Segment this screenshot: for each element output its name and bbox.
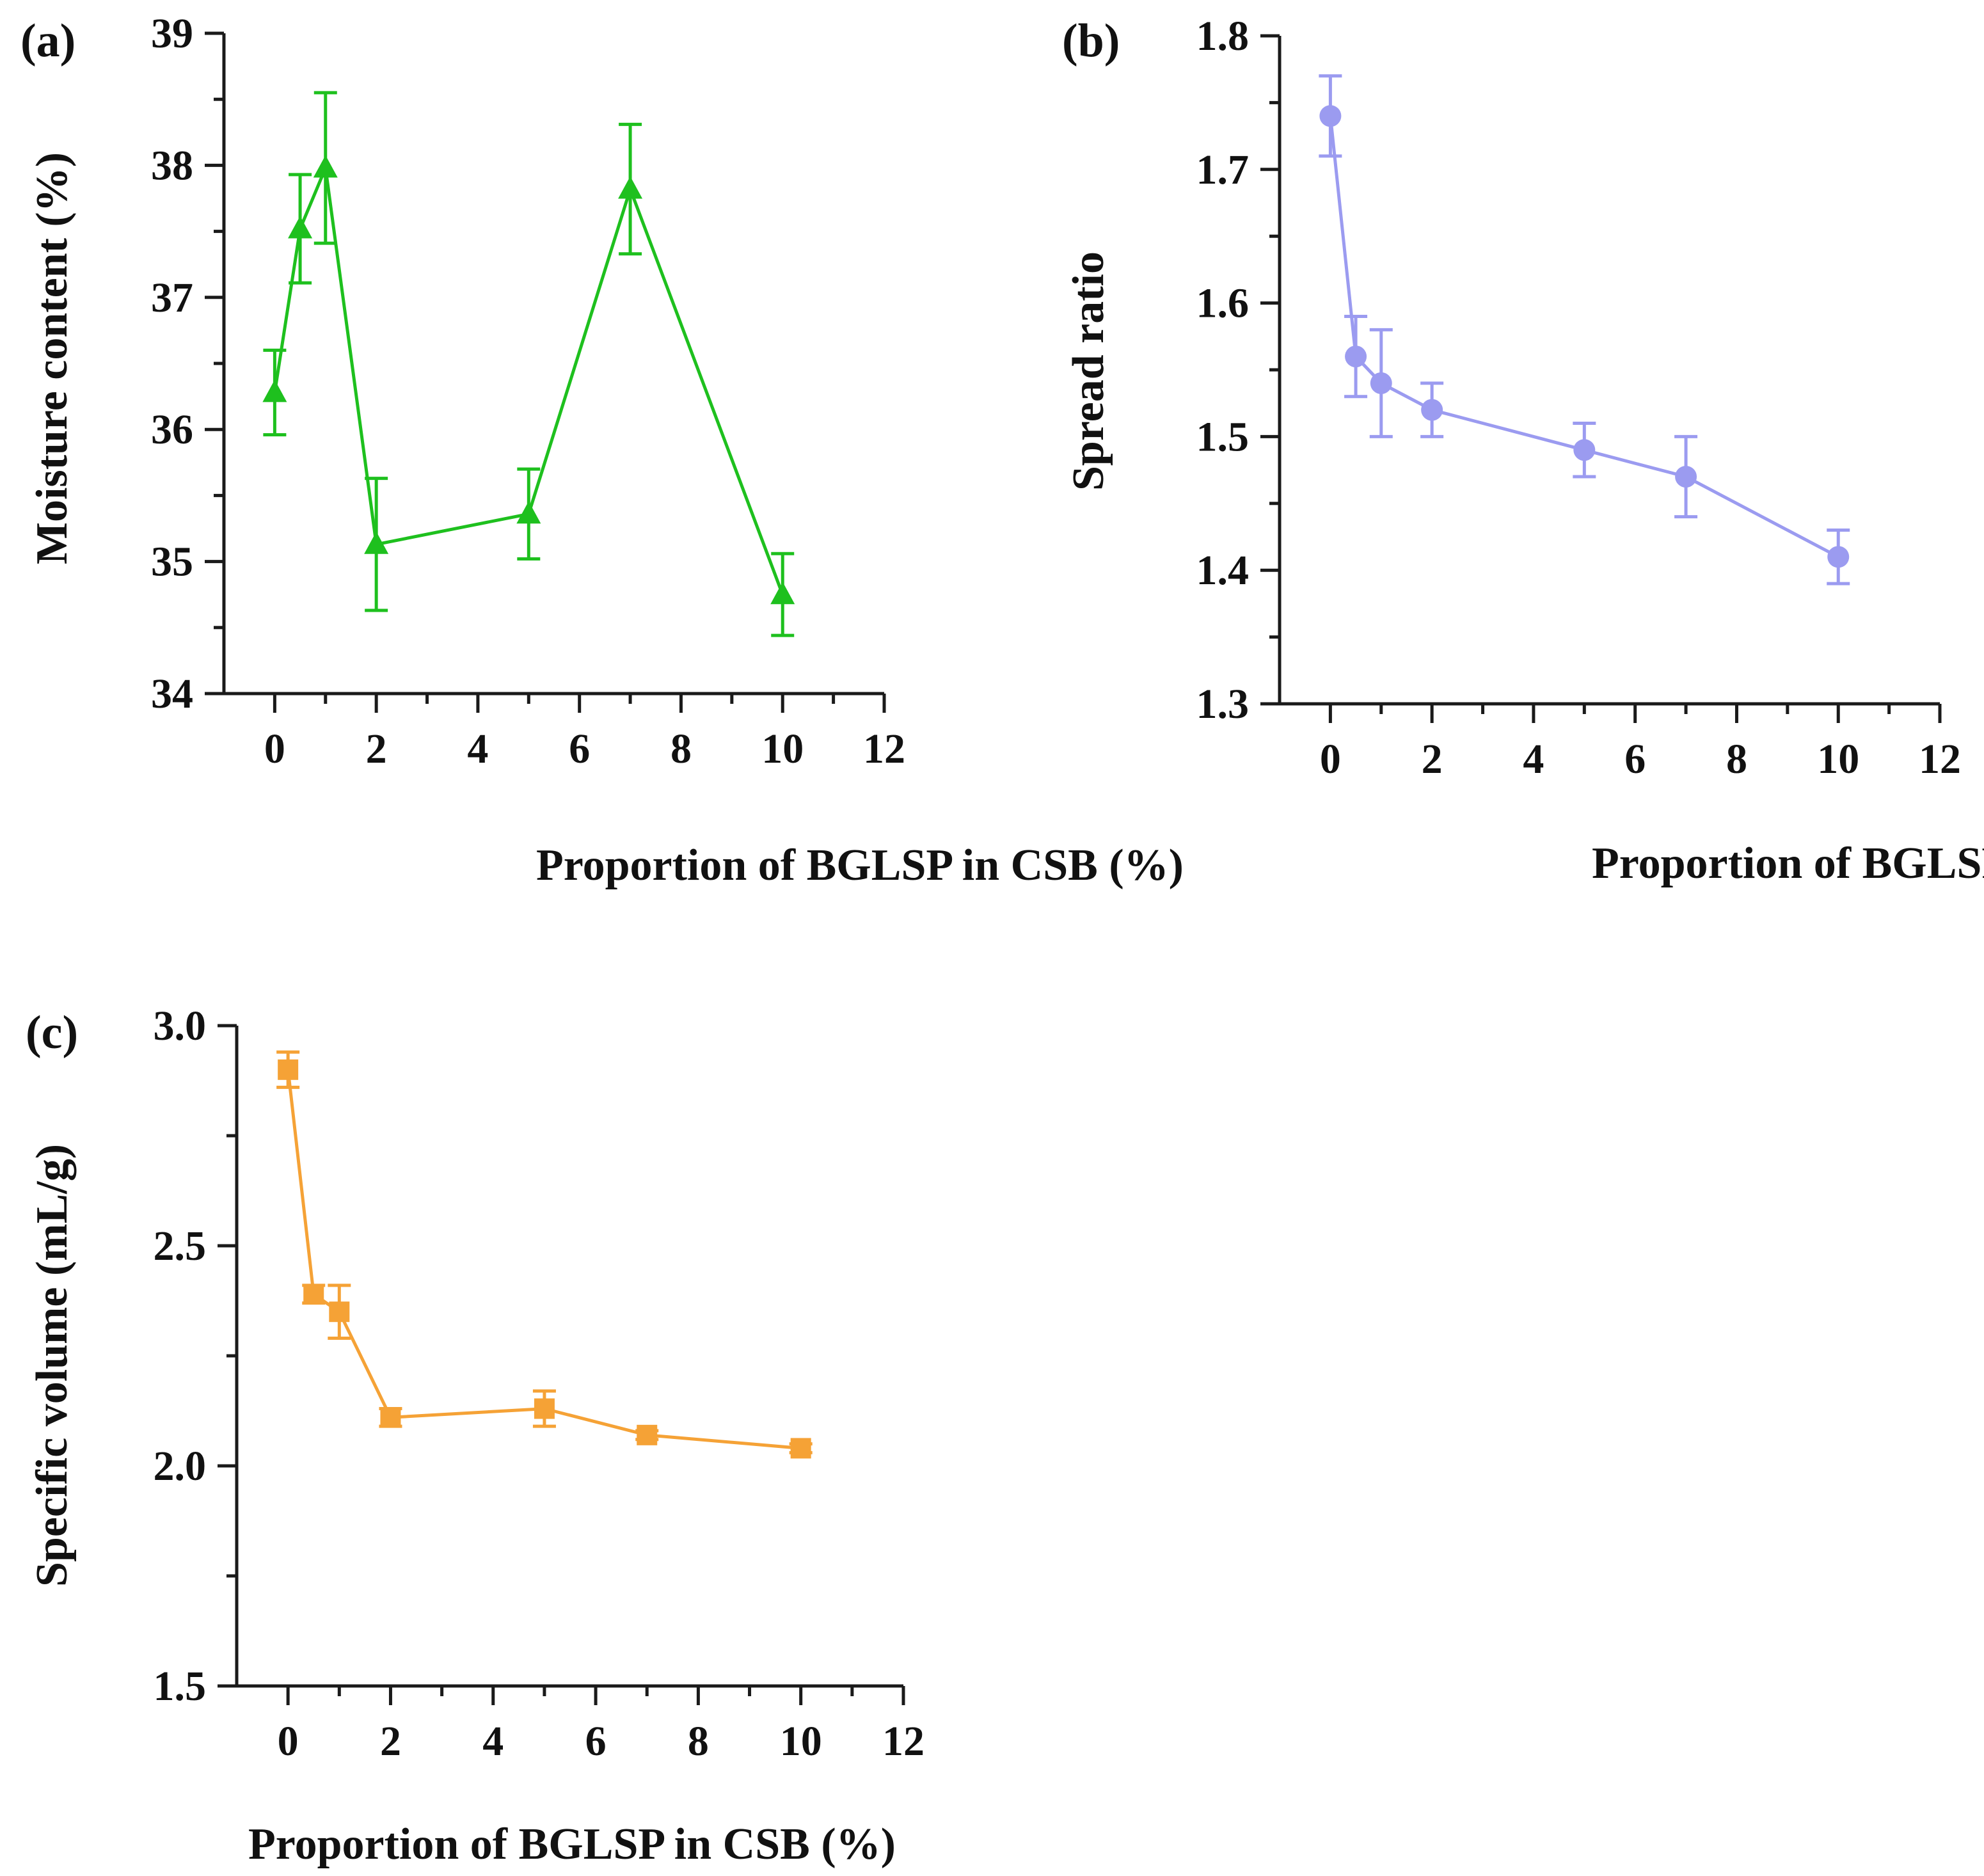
x-tick-label: 0: [1320, 736, 1341, 783]
data-point: [262, 379, 287, 402]
y-tick-label: 1.7: [1196, 147, 1250, 193]
y-tick-label: 1.3: [1196, 681, 1250, 727]
chart-panel-c: Proportion of BGLSP in CSB (%) Specific …: [28, 1003, 925, 1869]
data-point: [1345, 346, 1367, 368]
x-axis-title-b: Proportion of BGLSP in CSB (%): [1592, 839, 1984, 888]
x-tick-label: 10: [780, 1718, 822, 1765]
y-tick-label: 36: [151, 406, 193, 453]
x-tick-label: 4: [467, 726, 488, 772]
y-tick-label: 1.6: [1196, 280, 1250, 327]
y-tick-label: 1.5: [1196, 413, 1250, 460]
y-tick-label: 39: [151, 10, 193, 57]
x-tick-label: 4: [1523, 736, 1544, 783]
data-point: [303, 1284, 324, 1305]
x-tick-label: 0: [278, 1718, 299, 1765]
data-point: [516, 501, 541, 524]
x-tick-label: 8: [688, 1718, 709, 1765]
x-tick-label: 8: [671, 726, 692, 772]
y-tick-label: 2.0: [154, 1443, 207, 1490]
data-point: [1573, 439, 1596, 461]
y-tick-label: 2.5: [154, 1223, 207, 1269]
x-tick-label: 12: [882, 1718, 925, 1765]
data-point: [380, 1407, 401, 1428]
y-tick-label: 1.5: [154, 1663, 207, 1710]
x-tick-label: 2: [366, 726, 387, 772]
x-tick-label: 12: [863, 726, 905, 772]
y-tick-label: 38: [151, 142, 193, 189]
data-point: [770, 582, 795, 605]
x-tick-label: 2: [380, 1718, 401, 1765]
x-tick-label: 0: [264, 726, 285, 772]
data-point: [278, 1059, 299, 1080]
data-point: [364, 531, 389, 554]
data-point: [313, 155, 338, 178]
x-tick-label: 6: [1624, 736, 1646, 783]
x-tick-label: 6: [585, 1718, 607, 1765]
data-point: [329, 1301, 350, 1323]
data-point: [790, 1438, 811, 1459]
y-tick-label: 37: [151, 274, 193, 321]
y-axis-title-a: Moisture content (%): [28, 152, 77, 564]
data-point: [1370, 372, 1392, 394]
x-axis-title-c: Proportion of BGLSP in CSB (%): [248, 1820, 896, 1869]
data-point: [1319, 105, 1342, 127]
data-point: [618, 176, 643, 199]
x-tick-label: 2: [1422, 736, 1443, 783]
y-tick-label: 1.8: [1196, 13, 1250, 60]
data-point: [1675, 466, 1697, 488]
y-tick-label: 35: [151, 539, 193, 585]
y-axis-title-b: Spread ratio: [1064, 251, 1113, 491]
chart-panel-b: Proportion of BGLSP in CSB (%) Spread ra…: [1064, 13, 1984, 888]
x-tick-label: 12: [1919, 736, 1961, 783]
x-tick-label: 6: [569, 726, 590, 772]
x-tick-label: 8: [1726, 736, 1747, 783]
x-tick-label: 4: [482, 1718, 504, 1765]
data-point: [637, 1424, 658, 1445]
chart-panel-a: Proportion of BGLSP in CSB (%) Moisture …: [28, 10, 1184, 890]
data-point: [288, 216, 313, 239]
data-point: [1827, 546, 1850, 568]
panel-label-a: (a): [20, 15, 75, 67]
y-axis-title-c: Specific volume (mL/g): [28, 1144, 77, 1587]
panel-label-b: (b): [1062, 15, 1120, 67]
panel-label-c: (c): [26, 1006, 78, 1059]
x-tick-label: 10: [761, 726, 804, 772]
x-axis-title-a: Proportion of BGLSP in CSB (%): [536, 841, 1184, 890]
x-tick-label: 10: [1817, 736, 1859, 783]
y-tick-label: 34: [151, 671, 193, 717]
y-tick-label: 3.0: [154, 1003, 207, 1049]
data-point: [534, 1398, 555, 1419]
data-point: [1421, 399, 1443, 421]
y-tick-label: 1.4: [1196, 547, 1250, 594]
